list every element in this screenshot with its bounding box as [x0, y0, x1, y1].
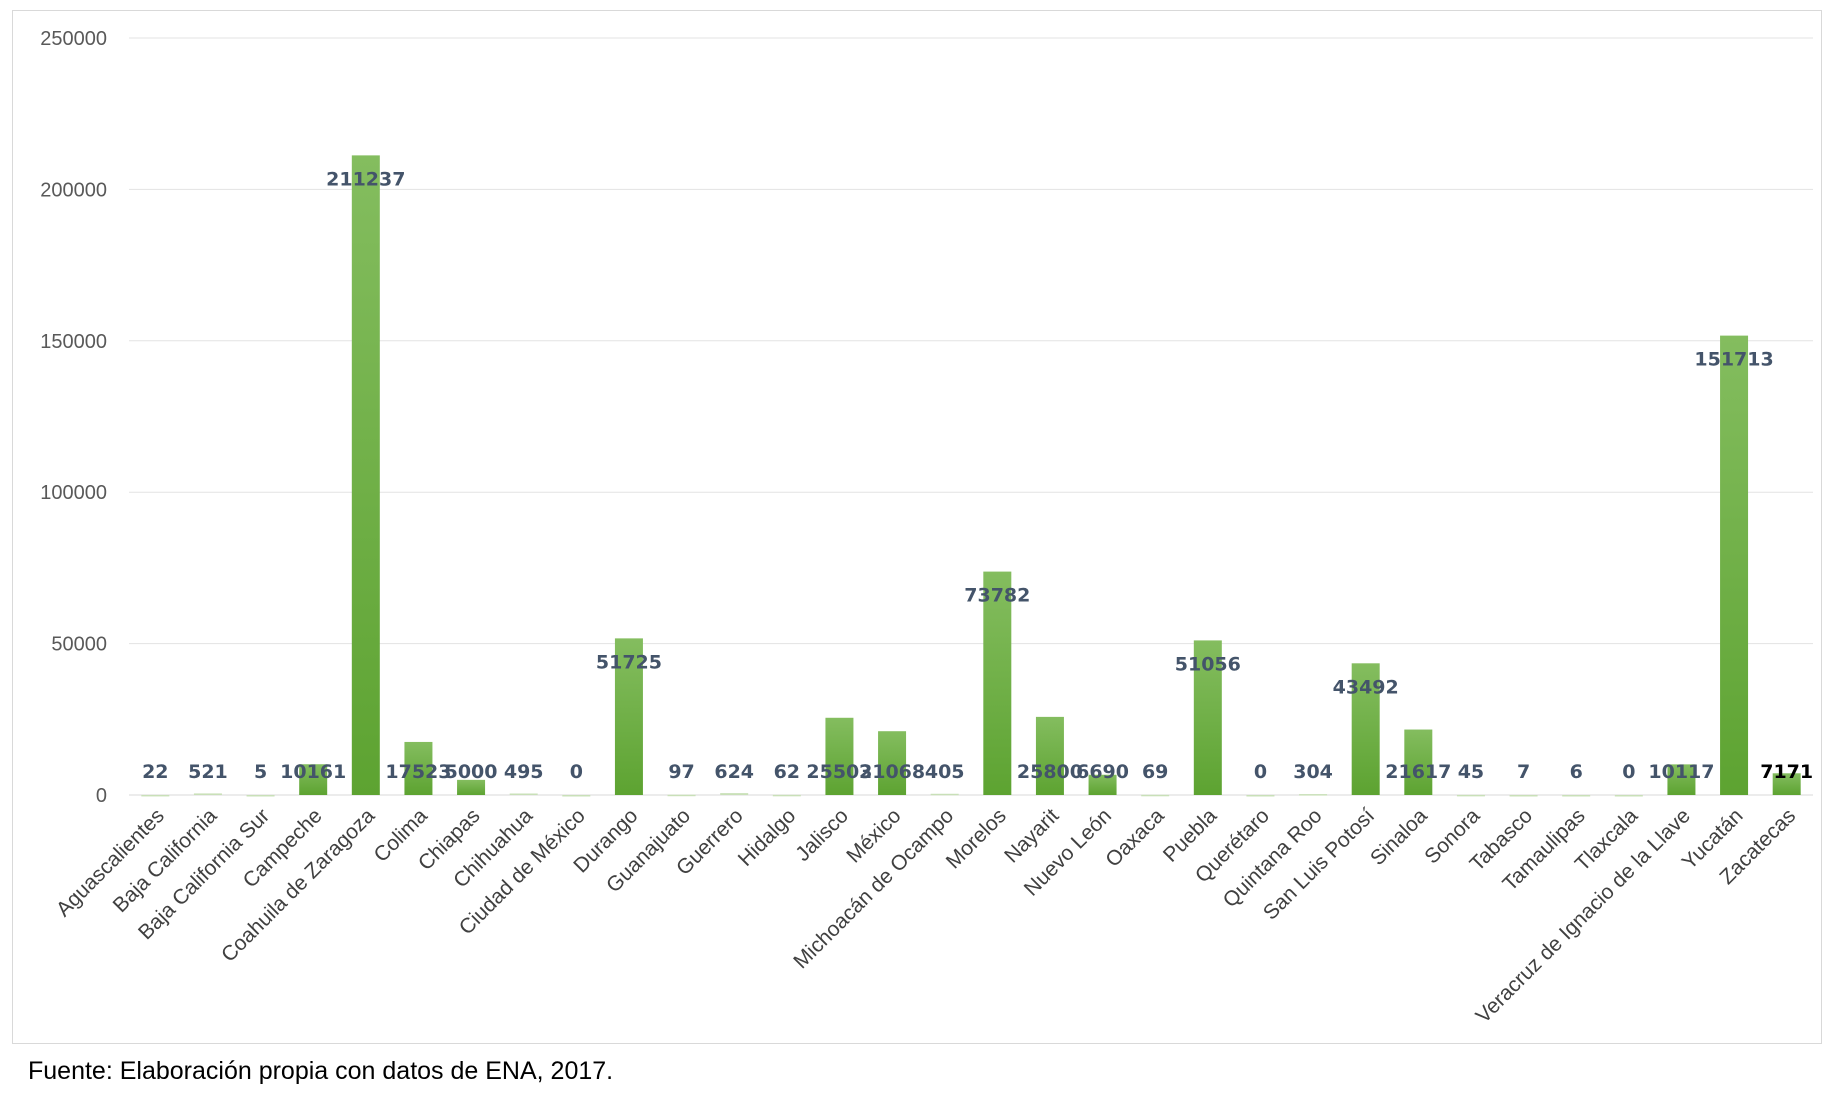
bar — [614, 638, 643, 795]
category-label: Hidalgo — [734, 804, 801, 871]
y-tick-label: 100000 — [40, 482, 107, 504]
data-label: 624 — [714, 761, 754, 783]
data-label: 5000 — [445, 761, 498, 783]
bar — [299, 764, 328, 795]
data-label: 45 — [1458, 761, 1484, 783]
bar — [930, 793, 959, 796]
bar — [404, 741, 433, 795]
bar — [1351, 663, 1380, 795]
data-label: 495 — [504, 761, 544, 783]
y-tick-label: 200000 — [40, 179, 107, 201]
bar — [457, 779, 486, 795]
data-label: 0 — [1254, 761, 1267, 783]
data-label: 10161 — [280, 761, 346, 783]
bar — [772, 794, 801, 797]
bar — [1772, 773, 1801, 795]
bar — [1509, 794, 1538, 797]
data-label: 7171 — [1760, 761, 1813, 783]
bar — [878, 731, 907, 795]
bar — [1667, 764, 1696, 795]
data-label: 7 — [1517, 761, 1530, 783]
chart-frame: 0 50000 100000 150000 200000 250000 22 521 5 101… — [12, 10, 1822, 1044]
data-label: 304 — [1293, 761, 1333, 783]
data-label: 22 — [142, 761, 168, 783]
y-tick-label: 50000 — [51, 634, 107, 656]
bar — [351, 155, 380, 795]
data-label: 62 — [774, 761, 800, 783]
bar — [1088, 774, 1117, 795]
category-label: Oaxaca — [1101, 804, 1169, 872]
bar — [1035, 716, 1064, 795]
bar — [1614, 795, 1643, 797]
bar — [193, 793, 222, 795]
bar — [1193, 640, 1222, 795]
data-label: 73782 — [964, 585, 1030, 607]
category-label: Sinaloa — [1366, 804, 1432, 870]
bar — [246, 794, 275, 797]
data-label: 21068 — [859, 761, 925, 783]
data-label: 6690 — [1076, 761, 1129, 783]
bar — [720, 793, 749, 795]
data-label: 405 — [925, 761, 965, 783]
data-label: 6 — [1570, 761, 1583, 783]
data-label: 5 — [254, 761, 267, 783]
category-label: Jalisco — [791, 804, 853, 866]
bar — [1404, 729, 1433, 795]
bar — [141, 794, 170, 797]
y-axis-ticks: 0 50000 100000 150000 200000 250000 — [40, 28, 107, 807]
bar — [562, 795, 591, 797]
bar — [1299, 794, 1328, 796]
data-label: 25800 — [1017, 761, 1083, 783]
data-label: 25503 — [806, 761, 872, 783]
bar — [667, 794, 696, 797]
bar — [509, 793, 538, 796]
y-tick-label: 250000 — [40, 28, 107, 50]
bar — [1720, 335, 1749, 795]
data-label: 211237 — [326, 168, 405, 190]
data-label: 10117 — [1648, 761, 1714, 783]
data-label: 0 — [570, 761, 583, 783]
data-label: 51056 — [1175, 653, 1241, 675]
data-label: 17523 — [385, 761, 451, 783]
data-label: 43492 — [1333, 676, 1399, 698]
data-label: 151713 — [1694, 349, 1773, 371]
data-label: 521 — [188, 761, 228, 783]
data-label: 21617 — [1385, 761, 1451, 783]
source-note: Fuente: Elaboración propia con datos de … — [28, 1057, 614, 1085]
data-label: 51725 — [596, 651, 662, 673]
bar — [983, 571, 1012, 795]
data-label: 97 — [668, 761, 694, 783]
gridlines — [129, 37, 1813, 796]
bar — [1141, 794, 1170, 797]
bar — [825, 717, 854, 795]
bar — [1456, 794, 1485, 797]
bars — [141, 155, 1801, 797]
bar — [1246, 795, 1275, 797]
bar — [1562, 794, 1591, 797]
y-tick-label: 0 — [96, 785, 107, 807]
data-label: 0 — [1622, 761, 1635, 783]
y-tick-label: 150000 — [40, 331, 107, 353]
data-label: 69 — [1142, 761, 1168, 783]
